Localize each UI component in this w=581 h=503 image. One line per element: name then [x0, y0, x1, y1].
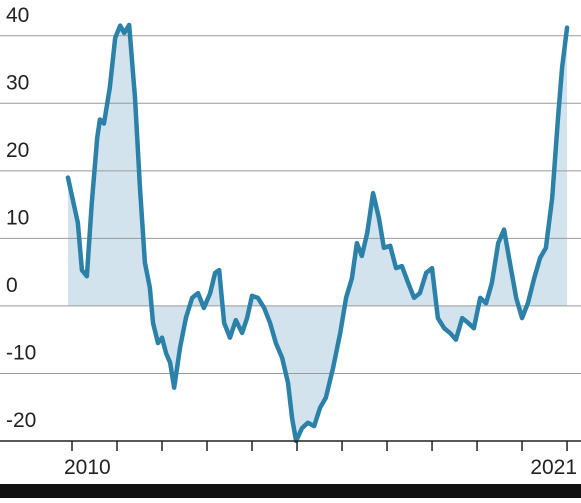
y-tick-label: 0 — [6, 274, 18, 297]
area-fill — [67, 24, 568, 442]
y-tick-label: 10 — [6, 206, 29, 229]
x-tick-label: 2021 — [530, 456, 577, 479]
y-tick-label: 40 — [6, 4, 29, 27]
x-tick-label: 2010 — [64, 456, 111, 479]
line — [65, 22, 570, 444]
footer-bar — [0, 484, 581, 498]
y-tick-label: 20 — [6, 139, 29, 162]
y-tick-label: -20 — [6, 409, 36, 432]
y-tick-label: -10 — [6, 341, 36, 364]
y-tick-label: 30 — [6, 71, 29, 94]
